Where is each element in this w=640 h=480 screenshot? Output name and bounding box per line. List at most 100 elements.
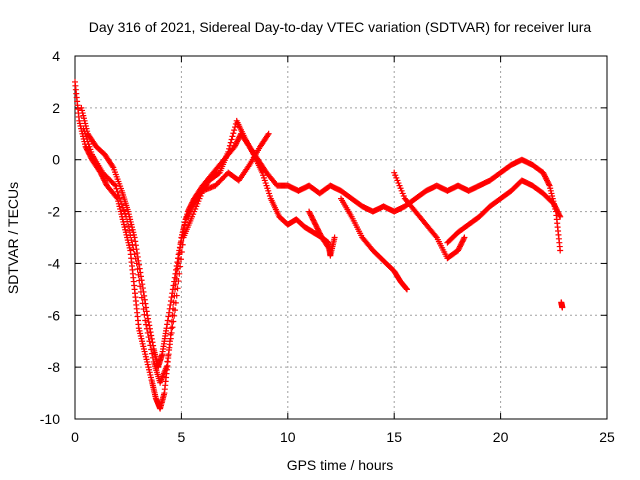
data-point [147,329,154,336]
data-point [170,282,177,289]
data-point [149,339,156,346]
data-point [118,201,125,208]
data-point [557,247,564,254]
data-point [163,364,170,371]
data-point [229,133,236,140]
data-point [174,259,181,266]
data-point [432,233,439,240]
data-point [174,255,181,262]
series-track-g [306,208,338,259]
data-point [126,227,133,234]
data-point [178,238,185,245]
data-point [129,241,136,248]
data-point [133,260,140,267]
data-point [231,127,238,134]
data-point [226,145,233,152]
data-point [148,346,155,353]
x-tick-label: 15 [386,429,402,445]
series-track-f [444,177,564,246]
data-point [175,251,182,258]
data-point [164,321,171,328]
data-point [169,324,176,331]
data-point [165,313,172,320]
data-point [177,256,184,263]
data-point [131,234,138,241]
data-point [167,335,174,342]
x-axis-label: GPS time / hours [287,457,394,473]
data-point [225,148,232,155]
data-point [138,294,145,301]
data-point [125,223,132,230]
y-tick-label: -4 [48,255,61,271]
data-point [167,301,174,308]
data-point [115,191,122,198]
data-point [128,237,135,244]
x-tick-label: 20 [493,429,509,445]
data-point [137,288,144,295]
data-point [232,124,239,131]
data-point [559,304,566,311]
data-point [119,204,126,211]
series-track-d [338,195,410,293]
data-point [111,181,118,188]
gridlines [75,56,607,419]
series-track-c [80,125,272,386]
data-point [176,270,183,277]
data-point [143,321,150,328]
chart-title: Day 316 of 2021, Sidereal Day-to-day VTE… [89,19,592,35]
y-axis-label: SDTVAR / TECUs [5,182,21,294]
data-point [171,274,178,281]
data-point [166,341,173,348]
series-track-b [78,104,334,371]
data-point [556,212,563,219]
data-point [146,338,153,345]
data-point [174,285,181,292]
data-point [142,317,149,324]
data-point [168,329,175,336]
data-point [545,181,552,188]
x-tick-label: 25 [599,429,615,445]
data-point [114,188,121,195]
data-point [169,286,176,293]
data-point [134,266,141,273]
y-tick-label: -6 [48,307,61,323]
data-point [122,210,129,217]
data-point [124,218,131,225]
data-point [113,185,120,192]
data-point [112,182,119,189]
y-tick-label: 4 [52,48,60,64]
data-point [139,300,146,307]
data-point [135,271,142,278]
data-point [230,130,237,137]
plot-frame [74,55,608,420]
data-point [172,299,179,306]
data-point [120,207,127,214]
data-point [171,312,178,319]
data-point [403,285,410,292]
data-point [228,136,235,143]
data-point [167,298,174,305]
data-point [132,255,139,262]
data-point [140,306,147,313]
data-point [149,350,156,357]
x-tick-label: 10 [280,429,296,445]
data-point [144,329,151,336]
data-point [141,311,148,318]
data-point [403,286,410,293]
data-point [145,334,152,341]
data-point [331,234,338,241]
data-point [146,322,153,329]
data-point [177,263,184,270]
x-tick-labels: 0 5 10 15 20 25 [71,429,615,445]
y-tick-labels: -10 -8 -6 -4 -2 0 2 4 [40,48,60,427]
data-point [109,163,116,170]
data-point [557,213,564,220]
y-tick-label: 0 [52,152,60,168]
data-point [178,249,185,256]
series-track-a [72,78,564,412]
data-point [227,139,234,146]
data-point [117,198,124,205]
data-point [137,283,144,290]
data-point [116,195,123,202]
data-point [136,277,143,284]
